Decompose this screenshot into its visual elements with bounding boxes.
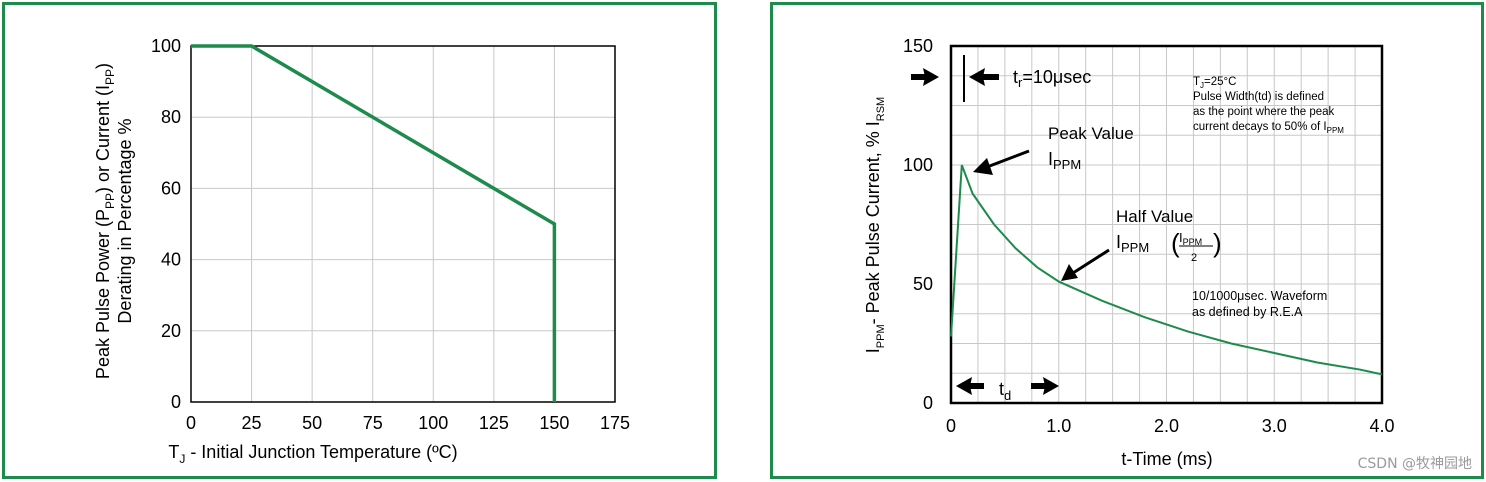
tr-arrow-right-icon xyxy=(969,68,985,86)
y-axis-label: Peak Pulse Power (PPP) or Current (IPP) … xyxy=(93,63,135,379)
y-tick-labels: 0 20 40 60 80 100 xyxy=(151,36,181,412)
y-axis-label-text: IPPM- Peak Pulse Current, % IRSM xyxy=(863,97,887,353)
series-derating-line xyxy=(191,44,557,402)
half-value-symbol: IPPM xyxy=(1116,232,1149,255)
x-tick-label: 2.0 xyxy=(1154,416,1179,436)
chart-panel-derating: 0 20 40 60 80 100 0 25 50 75 100 125 150 175 TJ - In… xyxy=(2,2,717,479)
peak-value-symbol: IPPM xyxy=(1048,149,1081,172)
y-axis-label: IPPM- Peak Pulse Current, % IRSM xyxy=(863,97,887,353)
y-tick-label: 80 xyxy=(161,107,181,127)
tr-arrow-left-shaft xyxy=(911,74,925,80)
x-tick-label: 100 xyxy=(418,413,448,433)
td-arrow-left-shaft xyxy=(970,383,984,389)
y-axis-label-line2: Derating in Percentage % xyxy=(115,118,135,323)
x-tick-label: 25 xyxy=(242,413,262,433)
waveform-note: 10/1000μsec. Waveform as defined by R.E.… xyxy=(1192,289,1327,319)
half-frac-numerator: IPPM xyxy=(1179,230,1202,247)
plot-frame xyxy=(190,45,616,403)
td-arrow-right-shaft xyxy=(1031,383,1045,389)
x-tick-labels: 0 25 50 75 100 125 150 175 xyxy=(186,413,630,433)
y-tick-label: 100 xyxy=(903,155,933,175)
series-pulse-current xyxy=(950,164,1383,376)
y-tick-label: 60 xyxy=(161,178,181,198)
condition-note: TJ=25°C Pulse Width(td) is defined as th… xyxy=(1193,76,1344,135)
x-tick-label: 4.0 xyxy=(1369,416,1394,436)
td-arrow-right-icon xyxy=(1043,377,1059,395)
x-tick-label: 50 xyxy=(302,413,322,433)
x-tick-label: 1.0 xyxy=(1046,416,1071,436)
peak-value-label: Peak Value xyxy=(1048,124,1134,143)
tr-arrow-right-shaft xyxy=(983,74,999,80)
condition-line2: Pulse Width(td) is defined xyxy=(1193,91,1324,103)
y-tick-label: 0 xyxy=(171,392,181,412)
y-tick-label: 150 xyxy=(903,36,933,56)
x-tick-labels: 0 1.0 2.0 3.0 4.0 xyxy=(946,416,1395,436)
tr-annotation: tr=10μsec xyxy=(911,55,1091,102)
half-arrow-shaft xyxy=(1072,248,1110,275)
x-tick-label: 150 xyxy=(539,413,569,433)
waveform-line1: 10/1000μsec. Waveform xyxy=(1192,289,1327,303)
x-tick-label: 3.0 xyxy=(1262,416,1287,436)
half-frac-paren-right: ) xyxy=(1213,228,1222,258)
x-tick-label: 0 xyxy=(186,413,196,433)
condition-line3: as the point where the peak xyxy=(1193,106,1335,118)
condition-tj: TJ=25°C xyxy=(1193,76,1236,90)
y-tick-label: 40 xyxy=(161,250,181,270)
chart-panel-pulse-waveform: 0 50 100 150 0 1.0 2.0 3.0 4.0 t-Time (ms) IPPM… xyxy=(770,2,1484,479)
grid xyxy=(950,45,1383,404)
condition-line4: current decays to 50% of IPPM xyxy=(1193,121,1344,135)
half-frac-paren-left: ( xyxy=(1171,228,1180,258)
x-tick-label: 125 xyxy=(479,413,509,433)
y-tick-labels: 0 50 100 150 xyxy=(903,36,933,413)
watermark: CSDN @牧神园地 xyxy=(1357,456,1472,472)
td-arrow-left-icon xyxy=(956,377,972,395)
tr-label: tr=10μsec xyxy=(1013,67,1091,90)
half-arrow-icon xyxy=(1061,264,1078,281)
waveform-line2: as defined by R.E.A xyxy=(1192,305,1303,319)
y-tick-label: 100 xyxy=(151,36,181,56)
half-value-annotation: Half Value IPPM ( IPPM 2 ) xyxy=(1061,207,1222,281)
plot-frame xyxy=(949,44,1384,405)
tr-arrow-left-icon xyxy=(923,68,939,86)
x-axis-label: t-Time (ms) xyxy=(1121,449,1212,469)
half-value-label: Half Value xyxy=(1116,207,1193,226)
pulse-waveform-chart: 0 50 100 150 0 1.0 2.0 3.0 4.0 t-Time (ms) IPPM… xyxy=(863,36,1395,469)
y-axis-label-line1: Peak Pulse Power (PPP) or Current (IPP) xyxy=(93,63,117,379)
y-tick-label: 20 xyxy=(161,321,181,341)
y-tick-label: 0 xyxy=(923,393,933,413)
td-label: td xyxy=(999,379,1011,403)
x-axis-label: TJ - Initial Junction Temperature (ºC) xyxy=(168,442,457,466)
peak-value-annotation: Peak Value IPPM xyxy=(973,124,1134,175)
td-annotation: td xyxy=(956,377,1059,403)
y-tick-label: 50 xyxy=(913,274,933,294)
x-tick-label: 75 xyxy=(363,413,383,433)
x-tick-label: 175 xyxy=(600,413,630,433)
peak-arrow-shaft xyxy=(986,149,1030,169)
half-frac-denominator: 2 xyxy=(1191,252,1197,264)
derating-chart: 0 20 40 60 80 100 0 25 50 75 100 125 150 175 TJ - In… xyxy=(93,36,630,466)
x-tick-label: 0 xyxy=(946,416,956,436)
peak-arrow-icon xyxy=(973,158,993,175)
